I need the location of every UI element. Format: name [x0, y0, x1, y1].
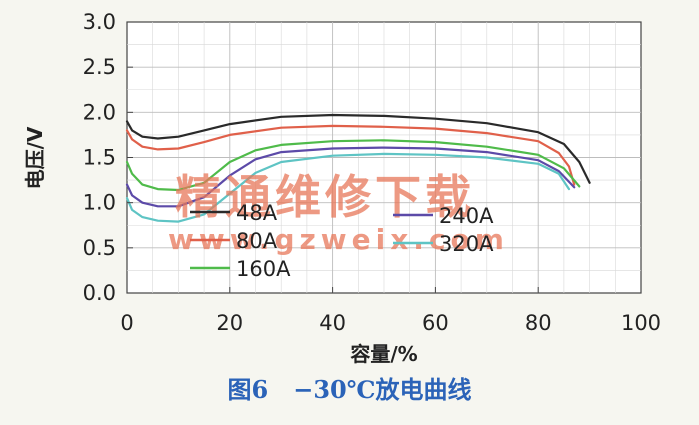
series-group	[125, 113, 591, 223]
legend-label-320a: 320A	[439, 232, 494, 256]
legend-label-80a: 80A	[236, 229, 278, 253]
x-tick-label: 20	[216, 311, 243, 335]
x-tick-label: 0	[120, 311, 133, 335]
y-tick-label: 1.0	[83, 191, 116, 215]
figure-title: −30℃放电曲线	[293, 375, 472, 404]
y-tick-label: 2.0	[83, 100, 116, 124]
series-line-160a	[125, 139, 581, 192]
y-axis-title: 电压/V	[23, 126, 47, 189]
legend-label-240a: 240A	[439, 204, 494, 228]
legend: 48A 80A 160A 240A 320A	[190, 201, 494, 281]
x-axis-title: 容量/%	[350, 342, 417, 366]
figure-caption: 图6 −30℃放电曲线	[0, 370, 699, 405]
legend-label-48a: 48A	[236, 201, 278, 225]
x-axis-ticks: 0 20 40 60 80 100	[120, 287, 661, 335]
x-tick-label: 80	[525, 311, 552, 335]
x-tick-label: 40	[319, 311, 346, 335]
series-line-80a	[125, 124, 576, 186]
series-line-48a	[125, 113, 591, 184]
series-line-240a	[125, 146, 576, 208]
y-tick-label: 1.5	[83, 146, 116, 170]
y-tick-label: 3.0	[83, 10, 116, 34]
watermark: 精通维修下载 www.gzweix.com	[168, 170, 504, 256]
legend-label-160a: 160A	[236, 257, 291, 281]
grid	[127, 22, 641, 293]
y-tick-label: 0.5	[83, 236, 116, 260]
x-tick-label: 60	[422, 311, 449, 335]
y-axis-ticks: 0.0 0.5 1.0 1.5 2.0 2.5 3.0	[83, 10, 133, 305]
y-tick-label: 2.5	[83, 55, 116, 79]
figure-label: 图6	[227, 375, 269, 404]
x-tick-label: 100	[621, 311, 661, 335]
y-tick-label: 0.0	[83, 281, 116, 305]
series-line-320a	[125, 152, 571, 223]
